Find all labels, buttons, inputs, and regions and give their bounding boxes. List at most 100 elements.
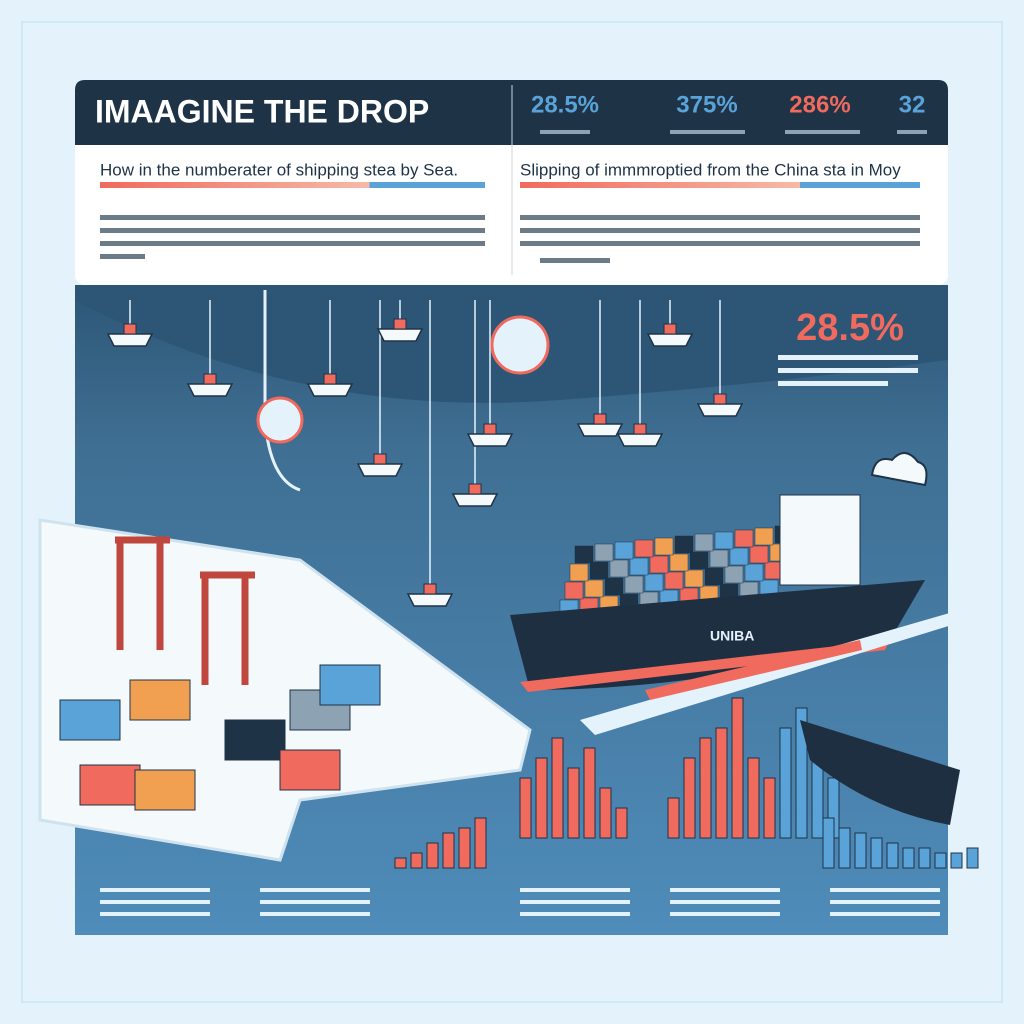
container — [724, 565, 744, 584]
text-line — [670, 888, 780, 892]
container — [729, 547, 749, 566]
boat-cabin — [713, 393, 727, 405]
decor-bar — [410, 852, 423, 869]
text-line — [778, 368, 918, 373]
decor-bar — [779, 727, 792, 839]
boat-cabin — [393, 318, 407, 330]
boat-cabin — [663, 323, 677, 335]
container — [744, 563, 764, 582]
decor-bar — [918, 847, 931, 869]
subtitle: Slipping of immmroptied from the China s… — [520, 160, 901, 179]
decor-bar — [683, 757, 696, 839]
boat-cabin — [468, 483, 482, 495]
caption-line — [785, 130, 860, 134]
decor-bar — [854, 832, 867, 869]
text-line — [100, 888, 210, 892]
text-line — [260, 888, 370, 892]
container — [694, 533, 714, 552]
text-line — [100, 241, 485, 246]
decor-bar — [950, 852, 963, 869]
container — [754, 527, 774, 546]
cloud — [870, 452, 928, 487]
container — [584, 579, 604, 598]
decor-bar — [870, 837, 883, 869]
container — [649, 555, 669, 574]
container — [714, 531, 734, 550]
decor-bar — [902, 847, 915, 869]
decor-bar — [763, 777, 776, 839]
container — [129, 679, 191, 721]
boat-cabin — [323, 373, 337, 385]
boat — [106, 333, 154, 347]
text-line — [778, 355, 918, 360]
boat — [466, 433, 514, 447]
container — [749, 545, 769, 564]
underline — [520, 182, 920, 188]
decor-bar — [458, 827, 471, 869]
decor-bar — [615, 807, 628, 839]
container — [564, 581, 584, 600]
boat — [696, 403, 744, 417]
text-line — [520, 888, 630, 892]
boat — [186, 383, 234, 397]
text-line — [778, 381, 888, 386]
scene-decoration — [59, 290, 979, 916]
container — [634, 539, 654, 558]
container — [684, 569, 704, 588]
container — [224, 719, 286, 761]
decor-bar — [519, 777, 532, 839]
stat: 28.5% — [531, 91, 599, 118]
text-line — [520, 241, 920, 246]
subtitle: How in the numberater of shipping stea b… — [100, 160, 458, 179]
decor-bar — [474, 817, 487, 869]
decoration — [100, 130, 927, 263]
ship-hull — [800, 720, 960, 825]
text-line — [830, 900, 940, 904]
container — [609, 559, 629, 578]
ship-stripe — [520, 640, 890, 692]
frame — [21, 21, 1003, 1003]
container — [664, 571, 684, 590]
decor-bar — [583, 747, 596, 839]
decor-bar — [966, 847, 979, 869]
boat-cabin — [423, 583, 437, 595]
pier-stripe — [645, 640, 862, 700]
container — [594, 543, 614, 562]
stat: 286% — [789, 91, 850, 118]
decor-bar — [426, 842, 439, 869]
ship-label: UNIBA — [710, 628, 754, 644]
decor-bar — [394, 857, 407, 869]
stat: 32 — [899, 91, 926, 118]
text-line — [830, 912, 940, 916]
decor-bar — [599, 787, 612, 839]
boat-cabin — [483, 423, 497, 435]
text-line — [520, 912, 630, 916]
boat — [406, 593, 454, 607]
decor-bar — [822, 817, 835, 869]
container — [59, 699, 121, 741]
text-line — [830, 888, 940, 892]
text-line — [670, 900, 780, 904]
highlight-stat: 28.5% — [796, 307, 904, 349]
container — [79, 764, 141, 806]
underline — [100, 182, 485, 188]
text-line — [100, 215, 485, 220]
container — [279, 749, 341, 791]
container — [689, 551, 709, 570]
decor-bar — [699, 737, 712, 839]
caption-line — [540, 130, 590, 134]
text-line — [260, 900, 370, 904]
text-line — [670, 912, 780, 916]
decor-bar — [535, 757, 548, 839]
container — [654, 537, 674, 556]
decor-bar — [795, 707, 808, 839]
text-line — [100, 228, 485, 233]
decor-bar — [747, 757, 760, 839]
decor-bar — [667, 797, 680, 839]
container — [589, 561, 609, 580]
container — [319, 664, 381, 706]
boat — [646, 333, 694, 347]
container — [614, 541, 634, 560]
text-line — [520, 228, 920, 233]
